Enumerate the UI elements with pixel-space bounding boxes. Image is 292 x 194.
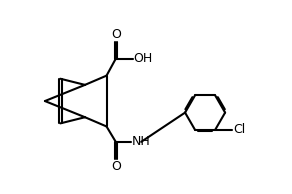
Text: NH: NH <box>132 135 151 148</box>
Text: Cl: Cl <box>233 123 245 136</box>
Text: OH: OH <box>133 52 153 65</box>
Text: O: O <box>111 160 121 173</box>
Text: O: O <box>111 28 121 41</box>
